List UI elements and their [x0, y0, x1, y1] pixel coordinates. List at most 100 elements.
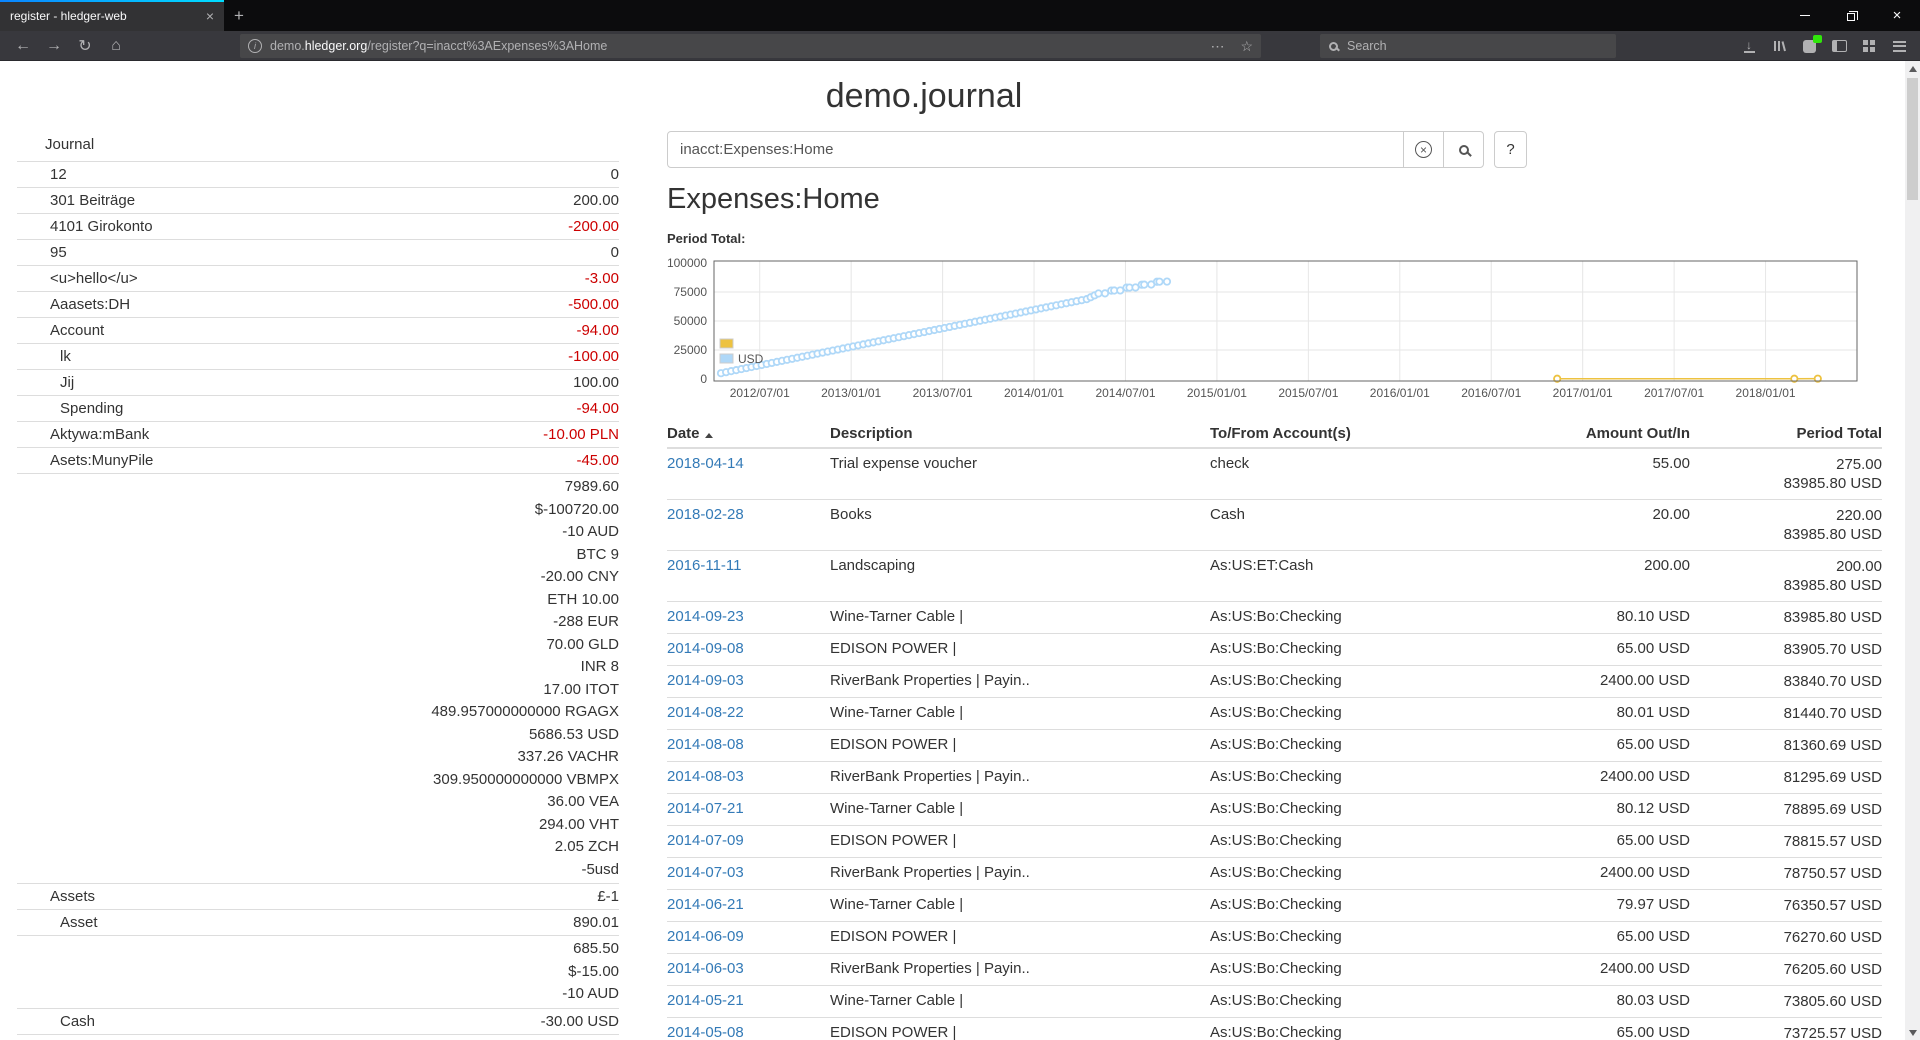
transaction-date-link[interactable]: 2016-11-11	[667, 557, 742, 574]
svg-text:2013/01/01: 2013/01/01	[821, 386, 881, 400]
sidebar-account-link[interactable]: 301 Beiträge	[50, 192, 136, 209]
register-row: 2014-08-22 Wine-Tarner Cable | As:US:Bo:…	[667, 697, 1882, 730]
sidebar-account-link[interactable]: 4101 Girokonto	[50, 218, 153, 235]
sidebar-account-link[interactable]: Aaasets:DH	[50, 296, 131, 313]
transaction-date-link[interactable]: 2014-05-21	[667, 992, 744, 1009]
scroll-up-button[interactable]	[1905, 61, 1920, 76]
scrollbar-thumb[interactable]	[1907, 78, 1918, 200]
browser-tab[interactable]: register - hledger-web ×	[0, 0, 224, 31]
search-submit-button[interactable]	[1443, 131, 1484, 168]
transaction-date-link[interactable]: 2014-07-09	[667, 832, 744, 849]
transaction-date-link[interactable]: 2014-07-03	[667, 864, 744, 881]
download-icon: ↓	[1743, 39, 1755, 53]
clear-query-button[interactable]: ×	[1403, 131, 1444, 168]
transaction-date-link[interactable]: 2014-09-08	[667, 640, 744, 657]
transaction-date-link[interactable]: 2014-06-03	[667, 960, 744, 977]
period-total-value: 200.00	[1836, 558, 1882, 575]
home-icon: ⌂	[111, 37, 121, 54]
grid-button[interactable]	[1854, 34, 1884, 58]
url-bar[interactable]: i demo.hledger.org/register?q=inacct%3AE…	[240, 34, 1261, 58]
sidebar-account-link[interactable]	[17, 938, 60, 1006]
library-button[interactable]	[1764, 34, 1794, 58]
transaction-date-link[interactable]: 2014-08-22	[667, 704, 744, 721]
sidebar-account-link[interactable]: 95	[50, 244, 67, 261]
period-total-value: 76350.57 USD	[1783, 897, 1882, 914]
browser-search-bar[interactable]: Search	[1320, 34, 1616, 58]
window-close-button[interactable]: ×	[1874, 0, 1920, 31]
sidebar-account-row: Account -94.00	[17, 317, 619, 343]
bookmark-star-icon[interactable]: ☆	[1240, 37, 1253, 54]
sidebar-account-link[interactable]: Asset	[60, 914, 98, 931]
sidebar-account-link[interactable]: Assets	[50, 888, 96, 905]
transaction-date-link[interactable]: 2014-08-08	[667, 736, 744, 753]
transaction-date-link[interactable]: 2014-07-21	[667, 800, 744, 817]
reload-button[interactable]: ↻	[70, 34, 100, 58]
tab-close-icon[interactable]: ×	[205, 7, 214, 24]
transaction-date-link[interactable]: 2018-02-28	[667, 506, 744, 523]
transaction-account: As:US:Bo:Checking	[1210, 633, 1500, 666]
plus-icon: +	[234, 5, 244, 25]
page-scrollbar[interactable]	[1905, 61, 1920, 1040]
sidebar-account-balances: £-1	[597, 886, 619, 907]
account-balance: BTC 9	[576, 545, 619, 563]
transaction-account: Cash	[1210, 499, 1500, 551]
new-tab-button[interactable]: +	[224, 0, 254, 31]
transaction-period-total: 81440.70 USD	[1690, 697, 1882, 730]
transaction-date-link[interactable]: 2014-08-03	[667, 768, 744, 785]
column-header-date[interactable]: Date	[667, 420, 830, 449]
account-balance: 17.00 ITOT	[543, 680, 619, 698]
transaction-date-link[interactable]: 2014-06-09	[667, 928, 744, 945]
sidebar-account-balances: -3.00	[585, 268, 619, 289]
help-button[interactable]: ?	[1494, 131, 1527, 168]
period-total-label: Period Total:	[667, 231, 746, 246]
restore-button[interactable]	[1828, 0, 1874, 31]
sidebar-account-link[interactable]: <u>hello</u>	[50, 270, 138, 287]
sidebar-account-link[interactable]: Cash	[60, 1012, 96, 1030]
sidebar-account-link[interactable]: Aktywa:mBank	[50, 426, 150, 443]
transaction-date-link[interactable]: 2014-09-23	[667, 608, 744, 625]
account-heading: Expenses:Home	[667, 183, 880, 215]
sidebar-account-link[interactable]: Jij	[60, 374, 75, 391]
transaction-date-link[interactable]: 2014-05-08	[667, 1024, 744, 1040]
register-row: 2014-07-03 RiverBank Properties | Payin.…	[667, 857, 1882, 890]
search-icon	[1329, 41, 1338, 51]
transaction-description: RiverBank Properties | Payin..	[830, 761, 1210, 794]
transaction-amount: 65.00 USD	[1500, 921, 1690, 954]
svg-text:2013/07/01: 2013/07/01	[913, 386, 973, 400]
download-button[interactable]: ↓	[1734, 34, 1764, 58]
url-text: demo.hledger.org/register?q=inacct%3AExp…	[270, 39, 1194, 53]
sidebar-account-link[interactable]	[17, 1037, 60, 1040]
sidebar-account-link[interactable]: Asets:MunyPile	[50, 452, 154, 469]
query-input[interactable]	[667, 131, 1404, 168]
info-icon[interactable]: i	[248, 39, 262, 53]
transaction-description: RiverBank Properties | Payin..	[830, 665, 1210, 698]
sidebar-account-row: 685.50 $-15.00 -10 AUD	[17, 935, 619, 1008]
svg-text:100000: 100000	[667, 256, 707, 270]
sidebar-account-link[interactable]	[17, 476, 50, 881]
transaction-date-link[interactable]: 2018-04-14	[667, 455, 744, 472]
transaction-period-total: 76270.60 USD	[1690, 921, 1882, 954]
transaction-date-link[interactable]: 2014-06-21	[667, 896, 744, 913]
transaction-date-link[interactable]: 2014-09-03	[667, 672, 744, 689]
back-button[interactable]: ←	[8, 34, 38, 58]
sidebar-account-link[interactable]: 12	[50, 166, 67, 183]
sidebar-item-journal[interactable]: Journal	[45, 136, 95, 153]
forward-button[interactable]: →	[39, 34, 69, 58]
transaction-account: As:US:Bo:Checking	[1210, 889, 1500, 922]
svg-text:2017/07/01: 2017/07/01	[1644, 386, 1704, 400]
scroll-down-button[interactable]	[1905, 1025, 1920, 1040]
sidebar-account-link[interactable]: lk	[60, 348, 71, 365]
sidebar-account-link[interactable]: Spending	[60, 400, 124, 417]
menu-button[interactable]	[1884, 34, 1914, 58]
page-actions-icon[interactable]: ⋯	[1210, 37, 1225, 54]
register-row: 2014-07-21 Wine-Tarner Cable | As:US:Bo:…	[667, 793, 1882, 826]
close-icon: ×	[1892, 7, 1902, 24]
sidebar-account-balances: 890.01	[573, 912, 619, 933]
sidebar-account-link[interactable]: Account	[50, 322, 105, 339]
page-title: demo.journal	[825, 77, 1023, 115]
window-controls: ×	[1782, 0, 1920, 31]
minimize-button[interactable]	[1782, 0, 1828, 31]
home-button[interactable]: ⌂	[101, 34, 131, 58]
extension-button[interactable]	[1794, 34, 1824, 58]
sidebar-toggle-button[interactable]	[1824, 34, 1854, 58]
